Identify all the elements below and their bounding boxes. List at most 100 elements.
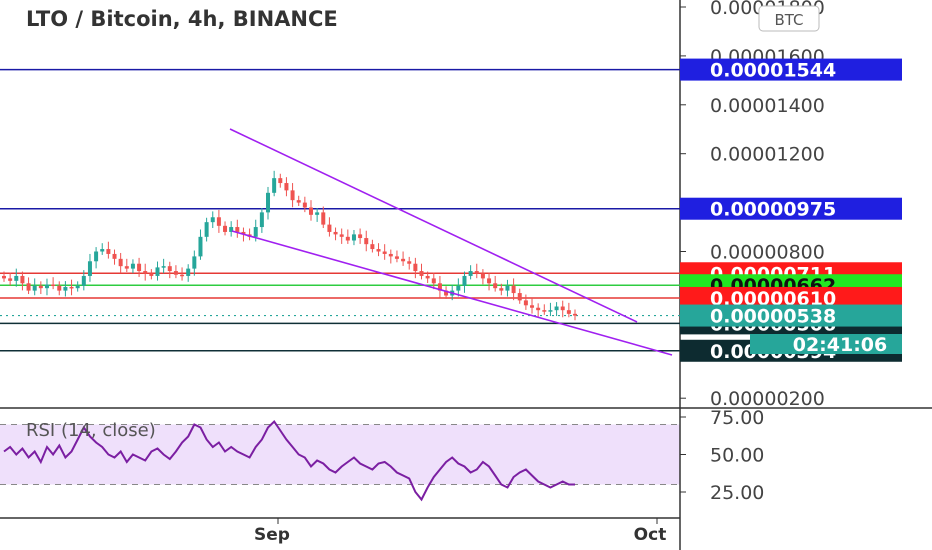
candle-body [32, 285, 37, 291]
candle-body [530, 305, 535, 308]
candle-body [161, 266, 166, 268]
candle-body [358, 234, 363, 239]
candlestick-series [2, 170, 577, 321]
price-tag-label: 0.00000610 [710, 288, 836, 310]
candle-body [26, 283, 31, 291]
candle-body [259, 212, 264, 228]
candle-body [413, 263, 418, 272]
candle-body [241, 231, 246, 235]
candle-body [339, 234, 344, 237]
candle-body [106, 249, 111, 254]
candle-body [480, 273, 485, 279]
countdown-label: 02:41:06 [793, 334, 888, 356]
candle-body [376, 249, 381, 252]
candle-body [57, 285, 62, 291]
candle-body [425, 275, 430, 279]
price-tag[interactable] [680, 286, 902, 309]
currency-button[interactable] [758, 5, 820, 32]
candle-body [327, 224, 332, 232]
candle-body [44, 284, 49, 289]
price-tag[interactable] [680, 304, 902, 327]
candle-body [560, 306, 565, 311]
candle-body [462, 275, 467, 286]
candle-body [523, 300, 528, 306]
candle-body [554, 306, 559, 311]
candle-body [149, 273, 154, 276]
candle-body [548, 310, 553, 312]
candle-body [493, 283, 498, 289]
price-tick-label: 0.00001200 [710, 144, 825, 166]
candle-body [573, 313, 577, 316]
candle-body [345, 236, 350, 241]
candle-body [51, 284, 56, 287]
candle-body [456, 285, 461, 291]
candle-body [20, 275, 25, 284]
candle-body [75, 285, 80, 289]
candle-body [290, 190, 295, 201]
currency-button-label[interactable]: BTC [774, 11, 803, 29]
candle-body [143, 271, 148, 274]
price-tag[interactable] [680, 197, 902, 220]
price-tag-label: 0.00000538 [710, 306, 836, 328]
candle-body [511, 285, 516, 294]
candle-body [394, 256, 399, 259]
price-tags: 0.000015440.000009750.000007110.00000662… [680, 58, 902, 363]
candle-body [321, 212, 326, 225]
rsi-tick-label: 75.00 [710, 407, 764, 429]
wedge-lower-trendline[interactable] [231, 230, 673, 356]
candle-body [124, 266, 129, 269]
candle-body [370, 244, 375, 250]
price-tag[interactable] [680, 58, 902, 81]
candle-body [223, 225, 228, 232]
candle-body [235, 227, 240, 232]
candle-body [198, 236, 203, 257]
rsi-band [0, 424, 680, 485]
candle-body [229, 227, 234, 232]
candle-body [63, 286, 68, 291]
candle-body [167, 266, 172, 272]
candle-body [333, 231, 338, 235]
x-tick-oct: Oct [634, 525, 667, 545]
candle-body [69, 286, 74, 289]
trendlines [229, 128, 673, 356]
candle-body [302, 202, 307, 208]
candle-body [272, 178, 277, 193]
candle-body [308, 207, 313, 215]
x-tick-sep: Sep [254, 525, 290, 545]
chart-title: LTO / Bitcoin, 4h, BINANCE [26, 7, 338, 31]
candle-body [468, 271, 473, 276]
candle-body [173, 271, 178, 275]
candle-body [419, 271, 424, 276]
candle-body [180, 274, 185, 277]
candle-body [474, 271, 479, 274]
candle-body [118, 258, 123, 267]
candle-body [2, 275, 6, 279]
candle-body [351, 234, 356, 241]
candle-body [536, 307, 541, 311]
price-tag-label: 0.00001544 [710, 60, 836, 82]
candle-body [487, 278, 492, 284]
rsi-tick-label: 50.00 [710, 445, 764, 467]
candle-body [204, 222, 209, 237]
candle-body [566, 310, 571, 314]
wedge-upper-trendline[interactable] [229, 128, 638, 323]
candle-body [137, 263, 142, 272]
rsi-label: RSI (14, close) [26, 420, 156, 441]
rsi-line [3, 419, 575, 502]
countdown-tag [750, 334, 902, 354]
candle-body [401, 258, 406, 262]
horizontal-levels [0, 68, 680, 352]
candle-body [407, 261, 412, 264]
candle-body [130, 263, 135, 269]
candle-body [437, 283, 442, 291]
candle-body [253, 227, 258, 237]
candle-body [87, 261, 92, 276]
candle-body [517, 293, 522, 301]
price-tag-label: 0.00000975 [710, 199, 836, 221]
candle-body [382, 251, 387, 254]
candle-body [192, 256, 197, 269]
candle-body [38, 285, 43, 289]
candle-body [542, 310, 547, 312]
candle-body [100, 249, 105, 252]
